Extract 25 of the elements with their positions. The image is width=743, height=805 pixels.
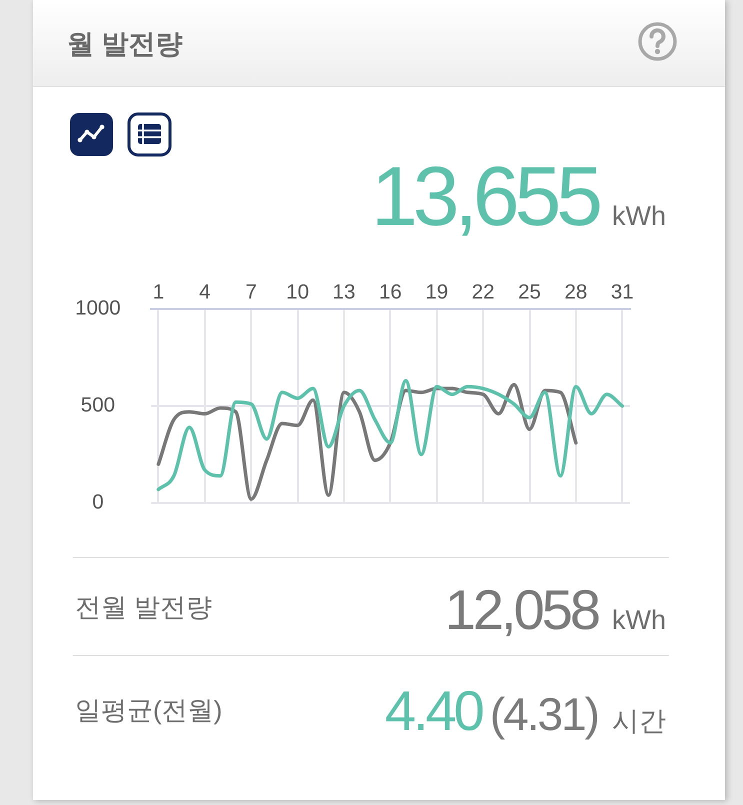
x-tick-label: 16: [378, 280, 402, 304]
text: (4.31): [490, 688, 598, 740]
text: 전월 발전량: [75, 592, 212, 622]
text: 일평균(전월): [75, 695, 222, 725]
text: kWh: [612, 605, 666, 635]
x-tick-label: 10: [286, 280, 309, 304]
text: kWh: [612, 201, 666, 231]
y-tick-label: 500: [80, 394, 116, 417]
y-tick-label: 1000: [75, 296, 121, 320]
x-tick-label: 19: [425, 280, 448, 304]
line-series: [156, 379, 624, 492]
text: 4.40: [384, 679, 482, 742]
text: 시간: [612, 706, 666, 736]
x-tick-label: 4: [199, 280, 211, 304]
x-tick-label: 13: [332, 280, 356, 304]
x-tick-label: 22: [472, 280, 495, 304]
y-tick-label: 0: [92, 490, 104, 514]
x-tick-label: 7: [245, 280, 257, 304]
x-tick-label: 25: [518, 280, 541, 304]
chart-title: 월 발전량: [67, 28, 183, 61]
x-tick-label: 1: [152, 280, 164, 304]
text: 13,655: [371, 149, 598, 243]
x-tick-label: 28: [564, 280, 588, 304]
x-tick-label: 31: [610, 280, 634, 304]
text: 12,058: [444, 578, 598, 641]
